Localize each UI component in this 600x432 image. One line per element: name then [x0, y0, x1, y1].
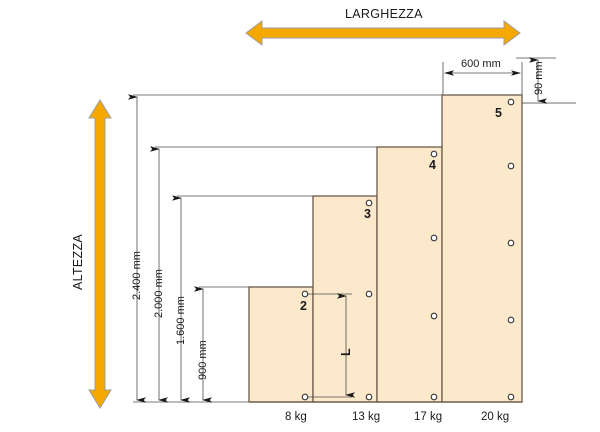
hole [365, 290, 373, 298]
larghezza-arrow [245, 20, 521, 46]
hole [507, 239, 515, 247]
panel-weight-2: 8 kg [285, 411, 307, 423]
offset-dimension-label: 90 mm [533, 61, 545, 95]
hole [430, 150, 438, 158]
panel-weight-3: 13 kg [352, 411, 381, 423]
panel-2[interactable] [248, 286, 314, 403]
panel-number-5: 5 [495, 106, 502, 120]
hole [430, 312, 438, 320]
panel-group [248, 94, 523, 403]
panel-3[interactable] [312, 195, 378, 403]
hole [301, 393, 309, 401]
panel-5[interactable] [441, 94, 523, 403]
panel-weight-5: 20 kg [481, 411, 510, 423]
width-dimension-label: 600 mm [461, 58, 501, 70]
hole [301, 290, 309, 298]
height-dimension-lines [128, 94, 212, 403]
height-dimension-label-2400: 2.400 mm [131, 251, 143, 300]
hole [507, 98, 515, 106]
height-dimension-label-1600: 1.600 mm [175, 296, 187, 345]
hole [507, 393, 515, 401]
panel-number-4: 4 [429, 158, 436, 172]
hole [430, 393, 438, 401]
panel-number-3: 3 [364, 207, 371, 221]
hole [365, 199, 373, 207]
offset-dimension [516, 57, 576, 104]
height-dimension-label-2000: 2.000 mm [153, 269, 165, 318]
hole [507, 162, 515, 170]
altezza-label: ALTEZZA [71, 233, 85, 290]
hole [365, 393, 373, 401]
width-dimension [442, 62, 523, 96]
larghezza-label: LARGHEZZA [345, 7, 423, 21]
panel-4[interactable] [376, 146, 443, 403]
panel-number-2: 2 [300, 299, 307, 313]
inner-L-dimension [307, 293, 355, 398]
panel-weight-4: 17 kg [414, 411, 443, 423]
inner-L-label: L [339, 348, 353, 356]
height-dimension-label-900: 900 mm [197, 340, 209, 380]
hole [507, 316, 515, 324]
hole [430, 234, 438, 242]
altezza-arrow [88, 99, 112, 409]
